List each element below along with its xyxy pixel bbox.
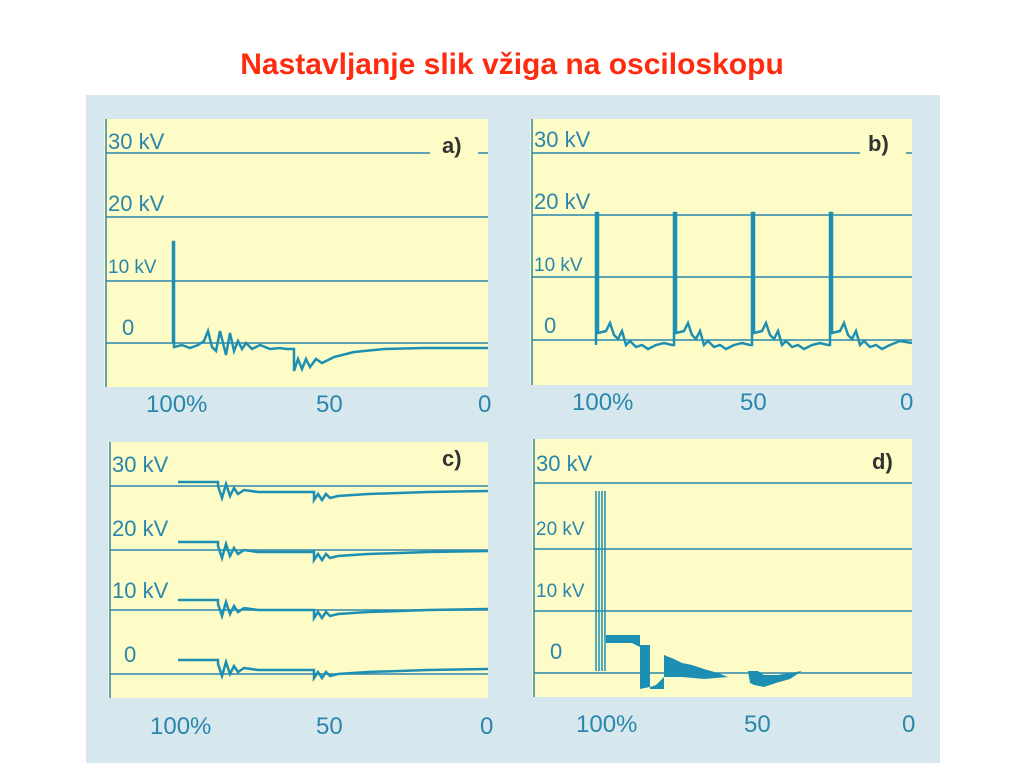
x-tick-100: 100%: [146, 391, 208, 418]
level-20kv-label: 20 kV: [112, 516, 169, 541]
panel-d: 30 kV 20 kV 10 kV 0 d): [532, 439, 912, 697]
x-tick-100: 100%: [572, 389, 634, 416]
x-tick-0: 0: [480, 713, 494, 740]
level-10kv-label: 10 kV: [536, 581, 585, 602]
trace-d: [533, 439, 912, 697]
x-tick-50: 50: [740, 389, 767, 416]
level-0-label: 0: [122, 315, 135, 340]
level-30kv-label: 30 kV: [112, 452, 169, 477]
level-30kv-label: 30 kV: [108, 129, 165, 154]
level-30kv-label: 30 kV: [534, 127, 591, 152]
level-20kv-label: 20 kV: [536, 519, 585, 540]
x-tick-100: 100%: [576, 711, 638, 738]
trace-c: [109, 442, 489, 698]
panel-tag-b: b): [868, 131, 889, 156]
x-tick-0: 0: [478, 391, 492, 418]
level-0-label: 0: [544, 313, 557, 338]
level-10kv-label: 10 kV: [534, 255, 583, 276]
x-tick-0: 0: [902, 711, 916, 738]
level-20kv-label: 20 kV: [108, 191, 165, 216]
trace-b: [531, 119, 913, 385]
panel-tag-c: c): [442, 446, 462, 471]
level-30kv-label: 30 kV: [536, 451, 593, 476]
x-tick-100: 100%: [150, 713, 212, 740]
level-0-label: 0: [550, 639, 563, 664]
x-tick-0: 0: [900, 389, 914, 416]
panel-tag-d: d): [872, 449, 893, 474]
oscilloscope-figure: 30 kV 20 kV 10 kV 0 a) 100% 50 0 30 kV 2…: [86, 95, 940, 763]
panel-tag-a: a): [442, 133, 462, 158]
level-10kv-label: 10 kV: [112, 578, 169, 603]
level-0-label: 0: [124, 642, 137, 667]
trace-a: [105, 119, 488, 387]
page-title: Nastavljanje slik vžiga na osciloskopu: [240, 48, 784, 81]
level-10kv-label: 10 kV: [108, 257, 157, 278]
x-tick-50: 50: [316, 391, 343, 418]
panel-c: 30 kV 20 kV 10 kV 0 c): [108, 442, 489, 698]
panel-b: 30 kV 20 kV 10 kV 0 b): [530, 119, 913, 385]
x-tick-50: 50: [316, 713, 343, 740]
level-20kv-label: 20 kV: [534, 189, 591, 214]
panel-a: 30 kV 20 kV 10 kV 0 a): [104, 119, 488, 387]
x-tick-50: 50: [744, 711, 771, 738]
